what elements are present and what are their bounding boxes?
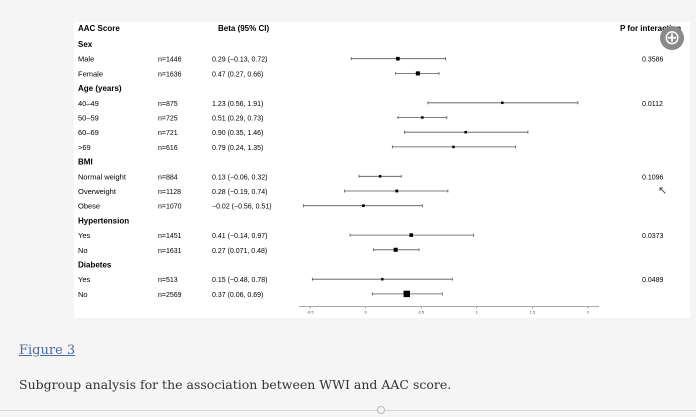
row-n: n=1451 <box>158 233 182 240</box>
point-estimate <box>396 56 400 61</box>
row-ci-text: 0.47 (0.27, 0.66) <box>212 71 263 78</box>
point-estimate <box>393 247 398 252</box>
figure-label-link[interactable]: Figure 3 <box>19 343 76 358</box>
row-label: No <box>78 290 88 299</box>
forest-plot: AAC Score Beta (95% CI) P for interaction S… <box>78 24 681 315</box>
x-tick-label: 1.5 <box>530 310 536 315</box>
point-estimate <box>464 130 467 134</box>
row-n: n=884 <box>158 174 178 181</box>
row-ci-text: 0.79 (0.24, 1.35) <box>212 145 263 152</box>
group-label: Sex <box>78 40 93 49</box>
group-label: BMI <box>78 158 93 167</box>
point-estimate <box>452 145 455 149</box>
point-estimate <box>362 204 365 208</box>
row-n: n=1631 <box>158 248 182 255</box>
row-label: Male <box>78 55 94 64</box>
row-n: n=1128 <box>158 189 181 196</box>
row-label: Yes <box>78 275 90 284</box>
figure-caption: Subgroup analysis for the association be… <box>19 377 452 392</box>
point-estimate <box>378 175 382 178</box>
row-ci-text: 0.28 (−0.19, 0.74) <box>212 189 267 196</box>
row-p-value: 0.3586 <box>642 57 664 64</box>
row-label: Overweight <box>78 187 117 196</box>
row-n: n=875 <box>158 101 178 108</box>
divider-dot <box>377 406 385 414</box>
row-n: n=1070 <box>158 204 182 211</box>
x-tick-label: 0 <box>365 310 368 315</box>
row-p-value: 0.0373 <box>642 233 664 240</box>
row-ci-text: 0.51 (0.29, 0.73) <box>212 116 263 123</box>
row-p-value: 0.0489 <box>642 277 664 284</box>
row-p-value: 0.0112 <box>642 101 663 108</box>
row-ci-text: 0.37 (0.06, 0.69) <box>212 292 263 299</box>
row-label: Obese <box>78 202 100 211</box>
row-label: 40–49 <box>78 99 99 108</box>
zoom-in-icon[interactable]: ⊕ <box>660 26 684 50</box>
row-n: n=1446 <box>158 57 182 64</box>
row-ci-text: 0.13 (−0.06, 0.32) <box>212 174 267 181</box>
point-estimate <box>395 189 399 193</box>
row-p-value: 0.1096 <box>642 174 664 181</box>
point-estimate <box>421 116 424 119</box>
row-n: n=616 <box>158 145 178 152</box>
header-beta: Beta (95% CI) <box>218 24 269 33</box>
row-label: Female <box>78 69 103 78</box>
point-estimate <box>415 71 420 76</box>
row-n: n=725 <box>158 116 178 123</box>
row-ci-text: 0.29 (−0.13, 0.72) <box>212 57 267 64</box>
row-label: Yes <box>78 231 90 240</box>
x-tick-label: 0.5 <box>418 310 424 315</box>
row-ci-text: 0.41 (−0.14, 0.97) <box>212 233 267 240</box>
row-label: >69 <box>78 143 91 152</box>
point-estimate <box>409 233 414 237</box>
row-n: n=513 <box>158 277 178 284</box>
row-label: 50–59 <box>78 114 99 123</box>
x-tick-label: 1 <box>476 310 479 315</box>
row-n: n=721 <box>158 130 178 137</box>
row-ci-text: 1.23 (0.56, 1.91) <box>212 101 263 108</box>
group-label: Hypertension <box>78 216 129 225</box>
group-label: Diabetes <box>78 261 112 270</box>
header-score: AAC Score <box>78 24 120 33</box>
row-ci-text: −0.02 (−0.56, 0.51) <box>212 204 272 211</box>
row-label: 60–69 <box>78 128 99 137</box>
x-tick-label: 2 <box>587 310 590 315</box>
row-label: No <box>78 246 88 255</box>
row-ci-text: 0.15 (−0.48, 0.78) <box>212 277 267 284</box>
x-tick-label: -0.5 <box>307 310 315 315</box>
row-ci-text: 0.90 (0.35, 1.46) <box>212 130 263 137</box>
header-p: P for interaction <box>620 24 681 33</box>
group-label: Age (years) <box>78 84 122 93</box>
row-label: Normal weight <box>78 172 127 181</box>
divider <box>0 410 696 411</box>
point-estimate <box>403 290 410 298</box>
cursor-icon: ↖ <box>658 184 668 197</box>
point-estimate <box>501 101 504 105</box>
forest-plot-figure: AAC Score Beta (95% CI) P for interaction S… <box>74 22 690 318</box>
row-n: n=1636 <box>158 71 182 78</box>
row-n: n=2569 <box>158 292 182 299</box>
row-ci-text: 0.27 (0.071, 0.48) <box>212 248 267 255</box>
point-estimate <box>381 277 384 281</box>
